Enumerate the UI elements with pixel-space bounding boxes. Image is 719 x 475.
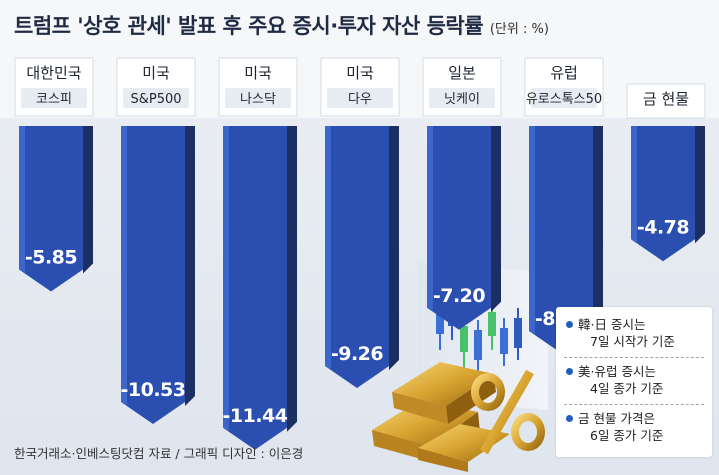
bar-value-label: -11.44 [223, 405, 288, 427]
category-index-box [327, 88, 393, 108]
bar-side [491, 126, 501, 312]
chart-title: 트럼프 '상호 관세' 발표 후 주요 증시·투자 자산 등락률 (단위 : %… [14, 10, 549, 40]
category-index-label: 코스피 [36, 92, 72, 107]
bar-side [83, 126, 93, 274]
bar-highlight [529, 126, 535, 334]
category-region-label: 일본 [448, 64, 476, 82]
bullet-dot-icon [566, 321, 573, 328]
category-region-label: 금 현물 [643, 90, 689, 108]
bar [325, 126, 389, 389]
bar-value-label: -4.78 [637, 216, 690, 238]
note-divider [564, 404, 704, 405]
bar-group: -4.78 금 현물 [626, 83, 706, 262]
unit-label: (단위 : %) [489, 22, 549, 37]
bar-value-label: -10.53 [121, 379, 186, 401]
category-index-label: 닛케이 [444, 92, 480, 107]
category-index-box [225, 88, 291, 108]
bar-value-label: -7.20 [433, 285, 486, 307]
note-line: 韓·日 증시는 [578, 317, 646, 332]
note-line: 6일 종가 기준 [590, 428, 664, 443]
category-region-label: 유럽 [550, 64, 578, 82]
title-text: 트럼프 '상호 관세' 발표 후 주요 증시·투자 자산 등락률 [14, 14, 484, 38]
bar-highlight [121, 126, 127, 405]
category-region-label: 대한민국 [26, 64, 81, 82]
category-card [626, 83, 706, 119]
bar-highlight [325, 126, 331, 370]
bullet-dot-icon [566, 415, 573, 422]
category-index-box [123, 88, 189, 108]
bar-highlight [223, 126, 229, 431]
category-index-label: S&P500 [130, 92, 181, 107]
category-region-label: 미국 [346, 64, 374, 82]
percent-sign-decoration [471, 369, 545, 455]
note-divider [564, 357, 704, 358]
category-index-label: 나스닥 [240, 92, 276, 107]
category-region-label: 미국 [142, 64, 170, 82]
bar [631, 126, 695, 262]
category-index-label: 다우 [348, 92, 372, 107]
note-line: 4일 종가 기준 [590, 381, 664, 396]
gold-bars-decoration [372, 362, 510, 472]
notes-box: 韓·日 증시는 7일 시작가 기준 美·유럽 증시는 4일 종가 기준 금 현물 가… [556, 307, 712, 457]
note-item: 금 현물 가격은 6일 종가 기준 [566, 410, 710, 444]
bar-group: -10.53 미국 S&P500 [116, 57, 196, 424]
category-index-label: 유로스톡스50 [526, 92, 602, 107]
bar-highlight [19, 126, 25, 273]
note-line: 7일 시작가 기준 [590, 334, 675, 349]
bullet-dot-icon [566, 368, 573, 375]
bar-value-label: -9.26 [331, 343, 384, 365]
bar-side [185, 126, 195, 406]
bar-side [695, 126, 705, 244]
category-index-box [531, 88, 597, 108]
bar-side [389, 126, 399, 371]
category-index-box [21, 88, 87, 108]
bar-highlight [631, 126, 637, 243]
note-item: 美·유럽 증시는 4일 종가 기준 [566, 363, 710, 397]
bar-group: -8.02유럽유로스톡스50 [524, 57, 604, 353]
category-index-box [429, 88, 495, 108]
bar [19, 126, 83, 292]
bar [121, 126, 185, 424]
category-region-label: 미국 [244, 64, 272, 82]
note-line: 금 현물 가격은 [578, 411, 655, 426]
bar [223, 126, 287, 450]
bar-highlight [427, 126, 433, 311]
bar-side [287, 126, 297, 432]
bar [427, 126, 491, 330]
bar-value-label: -5.85 [25, 247, 77, 269]
bar-side [593, 126, 603, 335]
note-item: 韓·日 증시는 7일 시작가 기준 [566, 316, 710, 350]
bar [529, 126, 593, 353]
source-credit: 한국거래소·인베스팅닷컴 자료 / 그래픽 디자인 : 이은경 [14, 446, 304, 461]
note-line: 美·유럽 증시는 [578, 364, 656, 379]
